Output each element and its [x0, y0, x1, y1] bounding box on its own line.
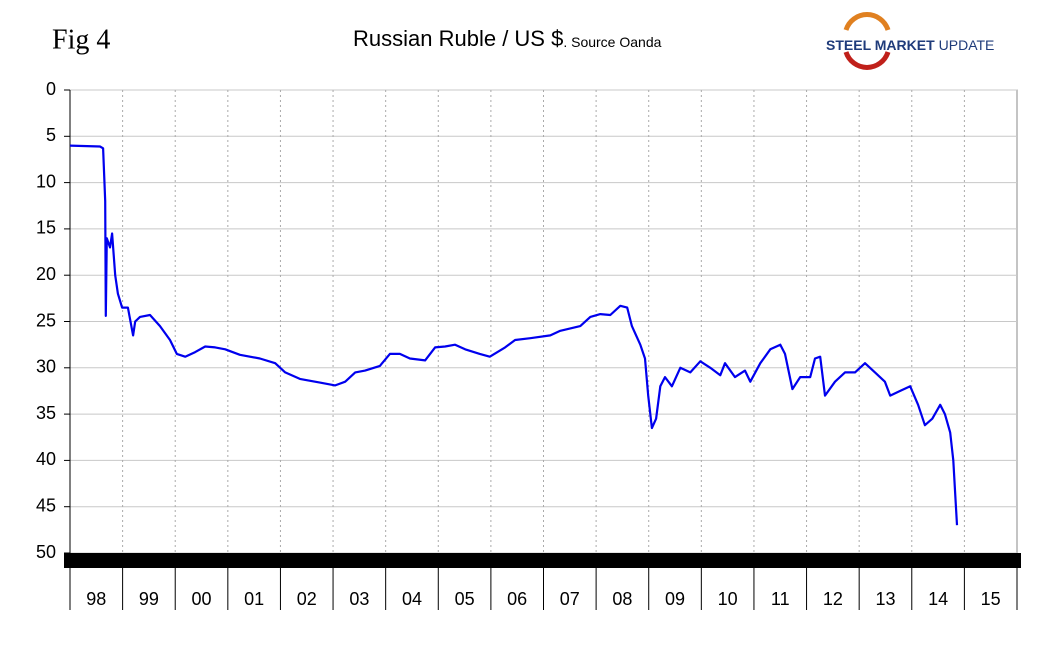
x-tick-label: 05 — [455, 589, 475, 609]
x-tick-label: 11 — [771, 589, 790, 609]
logo-arc — [843, 51, 891, 70]
x-tick-label: 06 — [507, 589, 527, 609]
y-tick-label: 15 — [36, 218, 56, 238]
x-tick-label: 98 — [86, 589, 106, 609]
x-tick-label: 08 — [612, 589, 632, 609]
x-tick-label: 14 — [928, 589, 948, 609]
y-tick-label: 30 — [36, 357, 56, 377]
fig-label: Fig 4 — [52, 24, 110, 55]
y-tick-label: 0 — [46, 79, 56, 99]
x-tick-label: 15 — [981, 589, 1001, 609]
y-tick-label: 40 — [36, 449, 56, 469]
line-series — [69, 144, 959, 526]
x-tick-label: 03 — [349, 589, 369, 609]
logo-arc — [843, 12, 891, 31]
x-tick-label: 12 — [823, 589, 843, 609]
chart-title: Russian Ruble / US $. Source Oanda — [353, 26, 662, 51]
logo-tagline: UPDATE — [939, 37, 995, 53]
x-tick-label: 00 — [192, 589, 212, 609]
subtitle: . Source Oanda — [563, 34, 661, 50]
x-tick-label: 99 — [139, 589, 159, 609]
x-tick-label: 07 — [560, 589, 580, 609]
x-tick-label: 01 — [244, 589, 264, 609]
logo: STEEL MARKET UPDATE — [826, 12, 994, 70]
x-tick-label: 09 — [665, 589, 685, 609]
logo-text: STEEL MARKET UPDATE — [826, 37, 994, 53]
y-tick-label: 10 — [36, 171, 56, 191]
y-tick-label: 25 — [36, 310, 56, 330]
logo-brand: STEEL MARKET — [826, 37, 935, 53]
y-tick-label: 50 — [36, 542, 56, 562]
x-tick-label: 04 — [402, 589, 422, 609]
y-tick-label: 35 — [36, 403, 56, 423]
x-tick-label: 13 — [875, 589, 895, 609]
x-axis-band — [64, 553, 1021, 568]
x-tick-label: 10 — [718, 589, 738, 609]
y-tick-label: 20 — [36, 264, 56, 284]
x-tick-label: 02 — [297, 589, 317, 609]
title: Russian Ruble / US $ — [353, 26, 563, 51]
y-tick-label: 45 — [36, 495, 56, 515]
y-tick-label: 5 — [46, 125, 56, 145]
